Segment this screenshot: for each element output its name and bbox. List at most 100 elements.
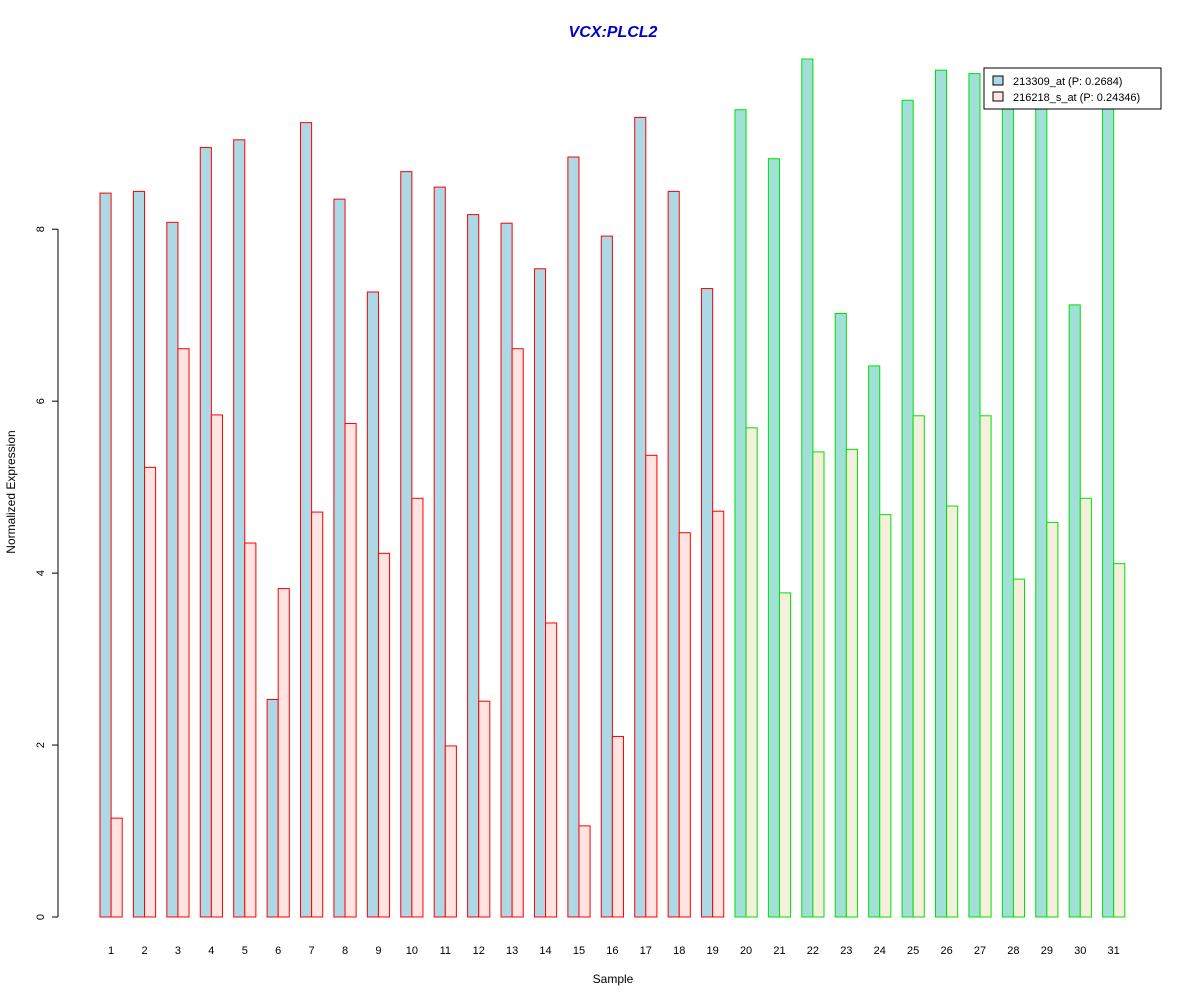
bar-series-2-sample-8 — [344, 423, 357, 918]
bar-series-1-sample-31 — [1102, 108, 1115, 918]
x-tick-label: 28 — [1007, 945, 1019, 957]
legend-label-series-1: 213309_at (P: 0.2684) — [1013, 76, 1122, 88]
x-tick-label: 13 — [506, 945, 518, 957]
bars-group — [99, 58, 1126, 918]
bar-series-1-sample-14 — [533, 268, 547, 918]
x-tick-label: 15 — [573, 945, 585, 957]
y-tick-label: 8 — [35, 226, 47, 232]
bar-series-2-sample-20 — [745, 427, 758, 918]
bar-series-1-sample-25 — [901, 99, 914, 918]
bar-series-1-sample-13 — [500, 222, 513, 918]
bar-series-2-sample-28 — [1012, 578, 1026, 918]
bar-series-2-sample-3 — [177, 348, 190, 918]
x-tick-label: 18 — [673, 945, 685, 957]
y-tick-label: 6 — [35, 398, 47, 404]
x-tick-label: 8 — [342, 945, 348, 957]
bar-series-1-sample-6 — [266, 698, 279, 918]
bar-series-1-sample-17 — [634, 116, 647, 918]
x-tick-label: 5 — [242, 945, 248, 957]
bar-series-1-sample-24 — [868, 365, 881, 918]
x-tick-label: 3 — [175, 945, 181, 957]
bar-series-2-sample-14 — [545, 622, 558, 918]
y-tick-label: 4 — [35, 570, 47, 576]
bar-series-2-sample-26 — [946, 505, 959, 918]
bar-series-1-sample-26 — [934, 69, 948, 918]
bar-series-2-sample-17 — [645, 454, 658, 918]
legend-swatch-series-1 — [992, 75, 1004, 86]
x-tick-label: 14 — [539, 945, 551, 957]
legend-swatch-series-2 — [992, 91, 1004, 102]
bar-series-1-sample-29 — [1035, 100, 1048, 918]
bar-series-2-sample-30 — [1079, 497, 1092, 918]
x-tick-label: 26 — [940, 945, 952, 957]
y-tick-label: 0 — [35, 914, 47, 920]
bar-series-1-sample-1 — [99, 192, 112, 918]
bar-series-2-sample-6 — [277, 588, 290, 918]
bar-series-1-sample-19 — [701, 288, 714, 918]
x-tick-label: 29 — [1041, 945, 1053, 957]
x-tick-label: 1 — [108, 945, 114, 957]
x-tick-label: 4 — [208, 945, 214, 957]
bar-series-1-sample-21 — [767, 158, 780, 918]
x-tick-label: 24 — [874, 945, 886, 957]
bar-series-2-sample-1 — [110, 817, 123, 918]
bar-series-1-sample-28 — [1001, 107, 1014, 918]
bar-series-1-sample-12 — [467, 214, 480, 918]
bar-series-1-sample-15 — [567, 156, 580, 918]
legend: 213309_at (P: 0.2684) 216218_s_at (P: 0.… — [983, 67, 1162, 110]
x-tick-label: 7 — [309, 945, 315, 957]
bar-series-1-sample-22 — [801, 58, 814, 918]
chart-title: VCX:PLCL2 — [569, 24, 658, 41]
bar-series-2-sample-21 — [778, 592, 792, 918]
y-axis-label: Normalized Expression — [4, 430, 18, 553]
y-tick-label: 2 — [35, 742, 47, 748]
bar-series-2-sample-7 — [311, 511, 324, 918]
y-axis: 0 2 4 6 8 — [35, 226, 59, 920]
x-tick-label: 2 — [141, 945, 147, 957]
bar-series-2-sample-4 — [210, 414, 223, 918]
x-tick-label: 27 — [974, 945, 986, 957]
bar-series-2-sample-5 — [244, 542, 257, 918]
x-tick-label: 6 — [275, 945, 281, 957]
bar-series-1-sample-9 — [366, 291, 379, 918]
bar-series-2-sample-24 — [879, 514, 892, 918]
x-tick-labels: 1 2 3 4 5 6 7 8 9 10 11 12 13 14 15 16 17 18 19 20 21 22 23 24 2… — [108, 945, 1120, 957]
x-tick-label: 21 — [773, 945, 785, 957]
bar-series-1-sample-18 — [667, 190, 680, 918]
bar-series-2-sample-29 — [1046, 521, 1059, 918]
bar-series-1-sample-8 — [333, 198, 346, 918]
x-tick-label: 9 — [375, 945, 381, 957]
bar-series-1-sample-20 — [734, 109, 747, 918]
bar-series-1-sample-10 — [400, 171, 413, 918]
bar-series-1-sample-2 — [132, 190, 146, 918]
bar-series-2-sample-27 — [979, 415, 992, 918]
bar-series-2-sample-13 — [511, 348, 524, 918]
x-tick-label: 22 — [807, 945, 819, 957]
x-tick-label: 23 — [840, 945, 852, 957]
bar-series-2-sample-23 — [845, 448, 858, 918]
legend-box — [983, 67, 1162, 110]
bar-series-1-sample-27 — [968, 73, 981, 918]
bar-series-2-sample-25 — [912, 415, 925, 918]
x-tick-label: 17 — [640, 945, 652, 957]
bar-series-2-sample-2 — [144, 466, 157, 918]
x-tick-label: 11 — [440, 945, 451, 957]
bar-series-2-sample-22 — [812, 451, 825, 918]
bar-series-1-sample-3 — [166, 221, 179, 918]
bar-series-1-sample-4 — [199, 147, 212, 918]
x-tick-label: 25 — [907, 945, 919, 957]
x-tick-label: 30 — [1074, 945, 1086, 957]
legend-label-series-2: 216218_s_at (P: 0.24346) — [1013, 92, 1140, 104]
bar-series-1-sample-23 — [834, 312, 847, 918]
bar-series-1-sample-5 — [233, 139, 246, 918]
bar-series-2-sample-12 — [478, 700, 491, 918]
bar-series-2-sample-11 — [444, 745, 457, 918]
x-tick-label: 16 — [606, 945, 618, 957]
x-tick-label: 10 — [406, 945, 418, 957]
bar-series-2-sample-19 — [712, 510, 725, 918]
x-axis-label: Sample — [593, 972, 634, 986]
x-tick-label: 20 — [740, 945, 752, 957]
bar-series-2-sample-15 — [578, 825, 591, 918]
